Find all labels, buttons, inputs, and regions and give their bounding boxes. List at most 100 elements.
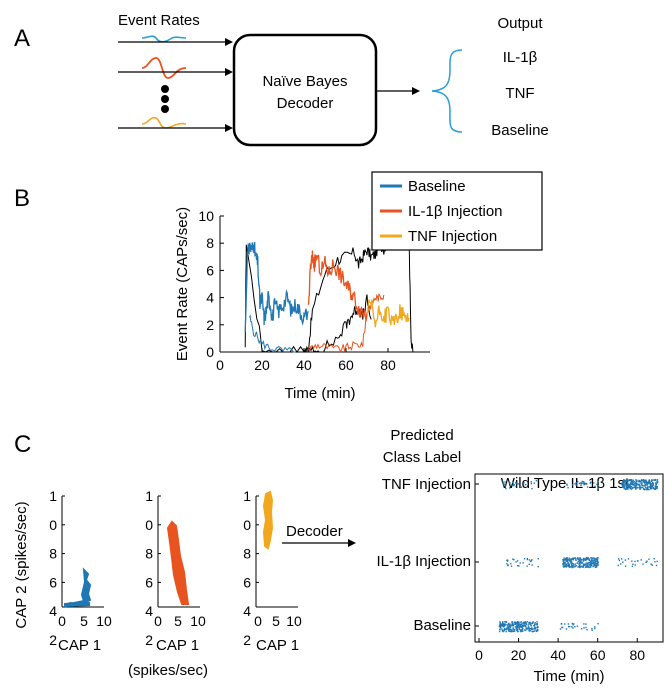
raster-point [581,480,583,483]
raster-point [624,481,626,484]
raster-point [595,560,598,562]
raster-point [586,562,588,564]
raster-point [623,485,625,488]
raster-point [654,488,657,491]
raster-point [501,629,504,632]
raster-point [589,563,591,565]
raster-point [567,564,569,566]
raster-point [648,486,650,488]
raster-point [635,485,637,488]
raster-point [566,560,569,563]
scatter-ytick-label: 1 [243,488,251,504]
raster-point [594,627,596,630]
raster-point [566,484,568,487]
scatter-ytick-label: 0 [145,517,153,533]
raster-point [515,485,517,488]
raster-point [564,623,566,625]
raster-point [531,630,533,633]
scatter-a-cloud-base [63,602,91,607]
raster-point [622,481,624,484]
raster-point [589,561,591,563]
raster-point [651,479,653,481]
raster-point [503,623,505,625]
raster-point [647,486,649,488]
scatter-b-xlabel-line1: CAP 1 [156,637,199,654]
raster-point [570,566,572,568]
raster-point [533,625,535,627]
raster-point [651,480,653,483]
raster-point [570,564,573,566]
raster-point [569,566,571,568]
raster-point [514,628,516,631]
raster-point [513,630,516,632]
raster-point [500,624,503,626]
raster-point [639,485,641,488]
raster-point [503,483,505,485]
b-ytick-label: 10 [198,208,214,224]
raster-point [591,557,593,560]
raster-point [517,623,519,625]
raster-point [515,561,517,563]
raster-point [564,558,567,560]
raster-point [520,629,522,631]
raster-point [629,485,631,487]
raster-point [578,559,580,561]
scatter-b-xtick-2: 10 [190,613,206,629]
raster-point [567,623,570,625]
raster-point [577,566,579,568]
raster-point [652,487,654,490]
raster-point [521,628,524,631]
raster-point [533,630,536,632]
raster-point [631,480,634,482]
raster-point [535,480,538,482]
scatter-ylabel: CAP 2 (spikes/sec) [13,501,30,628]
raster-point [580,482,583,484]
raster-point [630,480,633,483]
b-ytick-label: 0 [206,344,214,360]
raster-point [618,558,620,560]
raster-point [571,565,574,567]
raster-point [509,487,511,489]
raster-point [523,625,526,627]
raster-point [587,563,589,566]
raster-point [648,479,650,481]
raster-point [583,481,585,483]
raster-point [631,560,633,562]
raster-point [646,481,648,483]
raster-point [511,622,513,624]
raster-point [652,483,654,486]
raster-point [512,630,514,633]
raster-point [623,481,625,483]
raster-point [649,483,651,486]
raster-point [526,621,529,623]
scatter-ytick-label: 4 [145,603,153,619]
raster-point [506,624,508,626]
raster-point [528,629,530,632]
raster-point [506,563,508,565]
raster-point [630,486,632,488]
raster-point [642,563,644,565]
raster-point [518,626,520,628]
raster-point [499,621,501,623]
raster-point [597,562,599,564]
raster-point [523,623,525,625]
raster-point [584,558,586,560]
raster-point [593,559,596,561]
raster-point [526,558,529,561]
raster-point [578,563,580,565]
raster-point [645,561,648,563]
raster-point [530,622,532,624]
raster-point [640,486,642,488]
raster-point [596,565,598,568]
raster-point [519,626,521,628]
raster-point [571,622,573,625]
raster-point [515,482,517,484]
raster-point [641,486,644,489]
raster-point [623,487,625,490]
raster-point [504,485,507,487]
raster-point [567,625,570,628]
raster-point [584,564,587,566]
raster-point [625,485,628,487]
raster-point [508,630,510,632]
